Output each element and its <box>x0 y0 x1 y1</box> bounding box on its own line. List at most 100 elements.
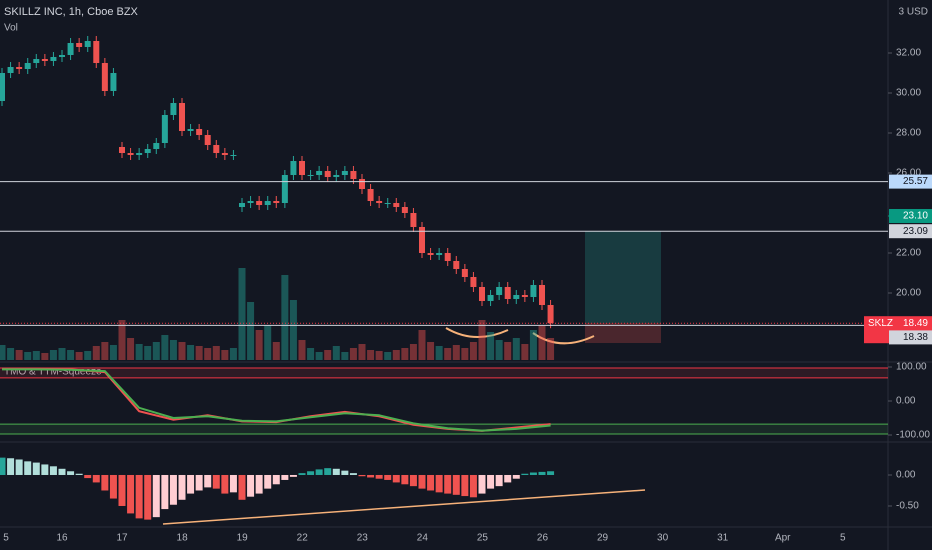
histogram-bar <box>444 474 452 494</box>
histogram-bar <box>384 474 392 480</box>
volume-bar <box>461 348 469 360</box>
candle-body <box>496 287 503 295</box>
histogram-bar <box>178 474 186 500</box>
candle-body <box>290 161 297 175</box>
volume-bar <box>7 348 15 360</box>
candle-body <box>367 189 374 201</box>
trend-line <box>162 489 646 525</box>
oscillator-line <box>2 368 551 432</box>
candle-body <box>539 285 545 305</box>
histogram-bar <box>101 474 109 491</box>
candle-body <box>299 161 305 175</box>
pattern-arc <box>445 327 509 339</box>
candle-body <box>84 41 91 47</box>
volume-bar <box>152 342 160 360</box>
candle-body <box>359 179 365 189</box>
histogram-bar <box>41 464 49 475</box>
candle-body <box>547 305 554 324</box>
candle-body <box>221 153 228 155</box>
currency-label: 3 USD <box>899 7 928 18</box>
histogram-bar <box>512 474 520 479</box>
candle-body <box>239 203 245 207</box>
volume-bar <box>84 351 92 360</box>
histogram-bar <box>0 457 6 475</box>
volume-bar <box>529 330 537 360</box>
histogram-bar <box>409 474 417 487</box>
level-label-bg <box>889 174 932 189</box>
last-price: 18.49 <box>903 318 928 329</box>
volume-bar <box>264 325 272 360</box>
x-tick-label: 22 <box>297 533 309 544</box>
x-tick-label: 30 <box>657 533 669 544</box>
histogram-bar <box>375 474 383 479</box>
volume-bar <box>349 348 357 360</box>
volume-bar <box>24 352 32 360</box>
pattern-arc <box>532 332 595 345</box>
candle-body <box>427 253 434 255</box>
x-tick-label: 5 <box>3 533 9 544</box>
volume-bar <box>469 342 477 360</box>
histogram-bar <box>547 471 555 475</box>
histogram-bar <box>332 468 340 475</box>
candle-body <box>281 175 288 203</box>
volume-bar <box>75 352 83 360</box>
histogram-bar <box>367 474 375 478</box>
candle-body <box>50 57 57 61</box>
histogram-bar <box>478 474 486 494</box>
position-stop-zone <box>585 323 661 343</box>
candle-body <box>479 287 485 301</box>
candle-body <box>273 201 280 203</box>
candle-body <box>470 277 477 287</box>
volume-bar <box>409 344 417 360</box>
volume-bar <box>255 330 263 360</box>
histogram-bar <box>24 461 32 475</box>
x-tick-label: 31 <box>717 533 729 544</box>
candle-body <box>16 67 23 69</box>
histogram-bar <box>67 471 75 475</box>
volume-bar <box>169 340 177 360</box>
candle-body <box>410 213 417 227</box>
candle-body <box>213 145 220 153</box>
volume-bar <box>367 350 375 360</box>
candle-body <box>204 135 211 145</box>
y-tick-label: 100.00 <box>896 362 927 373</box>
volume-bar <box>144 346 152 360</box>
volume-bar <box>487 332 495 360</box>
x-tick-label: 5 <box>840 533 846 544</box>
histogram-bar <box>427 474 435 491</box>
candle-body <box>513 295 520 299</box>
volume-bar <box>238 268 246 360</box>
volume-bar <box>324 350 332 360</box>
x-tick-label: 18 <box>177 533 189 544</box>
indicator-title: TMO & TTM-Squeeze <box>4 367 102 378</box>
histogram-bar <box>461 474 469 497</box>
candle-body <box>196 129 203 135</box>
volume-bar <box>204 348 212 360</box>
candle-body <box>384 203 391 204</box>
histogram-bar <box>504 474 512 483</box>
histogram-bar <box>229 474 237 493</box>
target-label: 23.10 <box>903 211 928 222</box>
volume-bar <box>307 348 315 360</box>
histogram-bar <box>435 474 443 493</box>
x-tick-label: 26 <box>537 533 549 544</box>
histogram-bar <box>341 470 349 475</box>
histogram-bar <box>247 474 255 497</box>
histogram-bar <box>92 474 100 483</box>
candle-body <box>67 43 74 55</box>
volume-bar <box>289 300 297 360</box>
volume-bar <box>495 340 503 360</box>
candle-body <box>350 171 357 179</box>
histogram-bar <box>315 469 323 475</box>
volume-bar <box>427 342 435 360</box>
volume-bar <box>384 352 392 360</box>
volume-bar <box>212 346 220 360</box>
volume-bar <box>15 350 23 360</box>
histogram-bar <box>109 474 117 499</box>
histogram-bar <box>152 474 160 518</box>
candle-body <box>110 73 117 91</box>
level-label-bg <box>889 330 932 345</box>
volume-bar <box>315 352 323 360</box>
x-tick-label: 24 <box>417 533 429 544</box>
